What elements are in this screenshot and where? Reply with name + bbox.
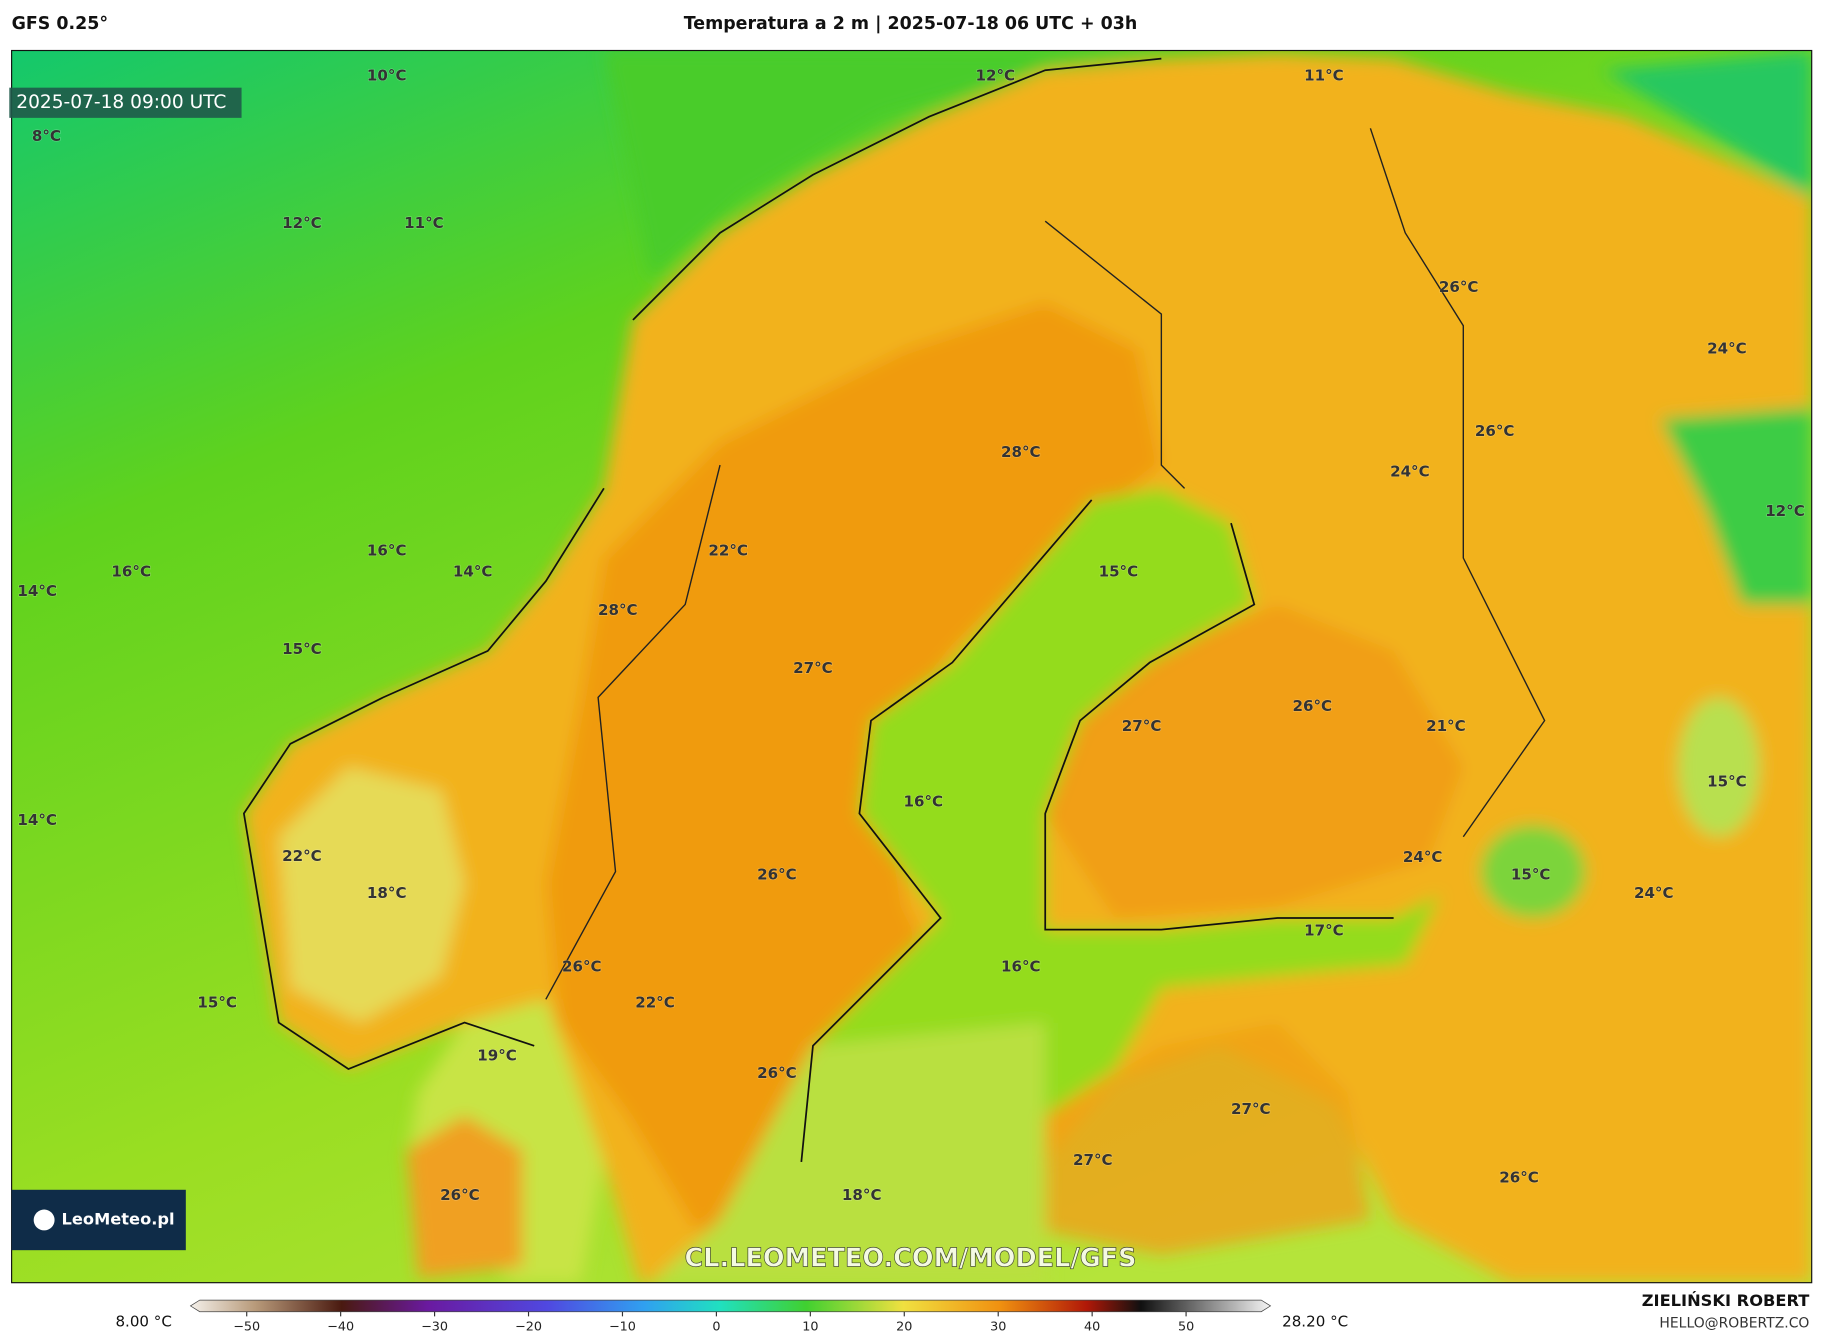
temperature-label: 26°C: [1439, 278, 1479, 296]
temperature-label: 14°C: [17, 811, 57, 829]
temperature-label: 22°C: [282, 847, 322, 865]
colorbar-tick-label: 0: [712, 1319, 720, 1334]
colorbar-tick-label: 10: [802, 1319, 818, 1334]
colorbar-tick-label: −40: [327, 1319, 354, 1334]
lake-ladoga: [1480, 825, 1586, 919]
temperature-label: 26°C: [757, 1064, 797, 1082]
denmark: [406, 1115, 523, 1279]
temperature-labels: 10°C 12°C 11°C 8°C 12°C 11°C 26°C 24°C 26°C 28°C 2…: [17, 66, 1806, 1205]
temperature-label: 18°C: [367, 884, 407, 902]
temperature-label: 15°C: [197, 993, 237, 1011]
temperature-label: 24°C: [1707, 339, 1747, 357]
coastline: [242, 57, 1394, 1162]
colorbar-min-label: 8.00 °C: [115, 1313, 171, 1331]
norwegian-sea-north: [603, 50, 1162, 280]
temperature-label: 14°C: [17, 582, 57, 600]
temperature-label: 27°C: [1122, 717, 1162, 735]
colorbar-bar: [189, 1299, 1272, 1313]
white-sea: [1660, 407, 1812, 605]
barents-sea: [1602, 50, 1812, 198]
colorbar-tick-label: −30: [421, 1319, 448, 1334]
temperature-label: 14°C: [453, 562, 493, 580]
baltic-south: [650, 1022, 1046, 1283]
temperature-label: 11°C: [1304, 67, 1344, 85]
temperature-label: 15°C: [1707, 773, 1747, 791]
temperature-label: 16°C: [903, 792, 943, 810]
colorbar-tick-label: −20: [515, 1319, 542, 1334]
warm-baltic: [1045, 1022, 1371, 1255]
temperature-label: 8°C: [32, 127, 61, 145]
temperature-label: 28°C: [598, 601, 638, 619]
temperature-label: 27°C: [793, 659, 833, 677]
lake-onega: [1678, 697, 1760, 837]
temperature-label: 27°C: [1073, 1151, 1113, 1169]
map: 10°C 12°C 11°C 8°C 12°C 11°C 26°C 24°C 26°C 28°C 2…: [11, 50, 1812, 1283]
temperature-label: 26°C: [562, 957, 602, 975]
temperature-label: 26°C: [440, 1186, 480, 1204]
colorbar-tick-label: −10: [609, 1319, 636, 1334]
temperature-label: 16°C: [1001, 957, 1041, 975]
temperature-label: 16°C: [367, 542, 407, 560]
temperature-label: 17°C: [1304, 921, 1344, 939]
colorbar-tick-label: 20: [896, 1319, 912, 1334]
warm-core: [545, 302, 1162, 1232]
temperature-label: 21°C: [1426, 717, 1466, 735]
logo: LeoMeteo.pl: [62, 1209, 175, 1228]
cool-norway: [278, 767, 465, 1023]
temperature-label: 12°C: [282, 214, 322, 232]
colorbar-tick-label: 50: [1178, 1319, 1194, 1334]
temperature-label: 12°C: [975, 67, 1015, 85]
temperature-label: 19°C: [477, 1047, 517, 1065]
colorbar-tick-label: −50: [233, 1319, 260, 1334]
logo-sun: [33, 1209, 55, 1231]
model-name: GFS 0.25°: [12, 14, 108, 34]
temperature-label: 24°C: [1634, 884, 1674, 902]
watermark: CL.LEOMETEO.COM/MODEL/GFS: [685, 1243, 1137, 1273]
temperature-label: 26°C: [757, 866, 797, 884]
colorbar-tick-label: 40: [1084, 1319, 1100, 1334]
temperature-label: 22°C: [635, 993, 675, 1011]
email: HELLO@ROBERTZ.CO: [1659, 1315, 1809, 1331]
time-badge: [9, 87, 242, 118]
valid-time: 2025-07-18 09:00 UTC: [16, 92, 226, 113]
temperature-label: 26°C: [1475, 422, 1515, 440]
borders: [545, 128, 1546, 1000]
map-frame: [11, 49, 1813, 1284]
temperature-label: 18°C: [842, 1186, 882, 1204]
temperature-label: 15°C: [1099, 562, 1139, 580]
temperature-label: 26°C: [1499, 1169, 1539, 1187]
map-title: Temperatura a 2 m | 2025-07-18 06 UTC + …: [684, 14, 1138, 34]
temperature-label: 16°C: [111, 562, 151, 580]
colorbar: −50 −40 −30 −20 −10 0 10 20 30 40 50: [189, 1299, 1272, 1334]
temperature-label: 15°C: [1511, 866, 1551, 884]
warm-finland: [1045, 604, 1464, 919]
temperature-label: 26°C: [1293, 697, 1333, 715]
temperature-label: 11°C: [404, 214, 444, 232]
temperature-label: 12°C: [1765, 502, 1805, 520]
colorbar-max-label: 28.20 °C: [1282, 1313, 1348, 1331]
author: ZIELIŃSKI ROBERT: [1642, 1291, 1810, 1310]
temperature-label: 15°C: [282, 640, 322, 658]
temperature-label: 22°C: [708, 542, 748, 560]
temperature-label: 10°C: [367, 67, 407, 85]
temperature-label: 27°C: [1231, 1100, 1271, 1118]
colorbar-tick-label: 30: [990, 1319, 1006, 1334]
temperature-label: 24°C: [1390, 463, 1430, 481]
temperature-label: 24°C: [1403, 848, 1443, 866]
temperature-label: 28°C: [1001, 443, 1041, 461]
